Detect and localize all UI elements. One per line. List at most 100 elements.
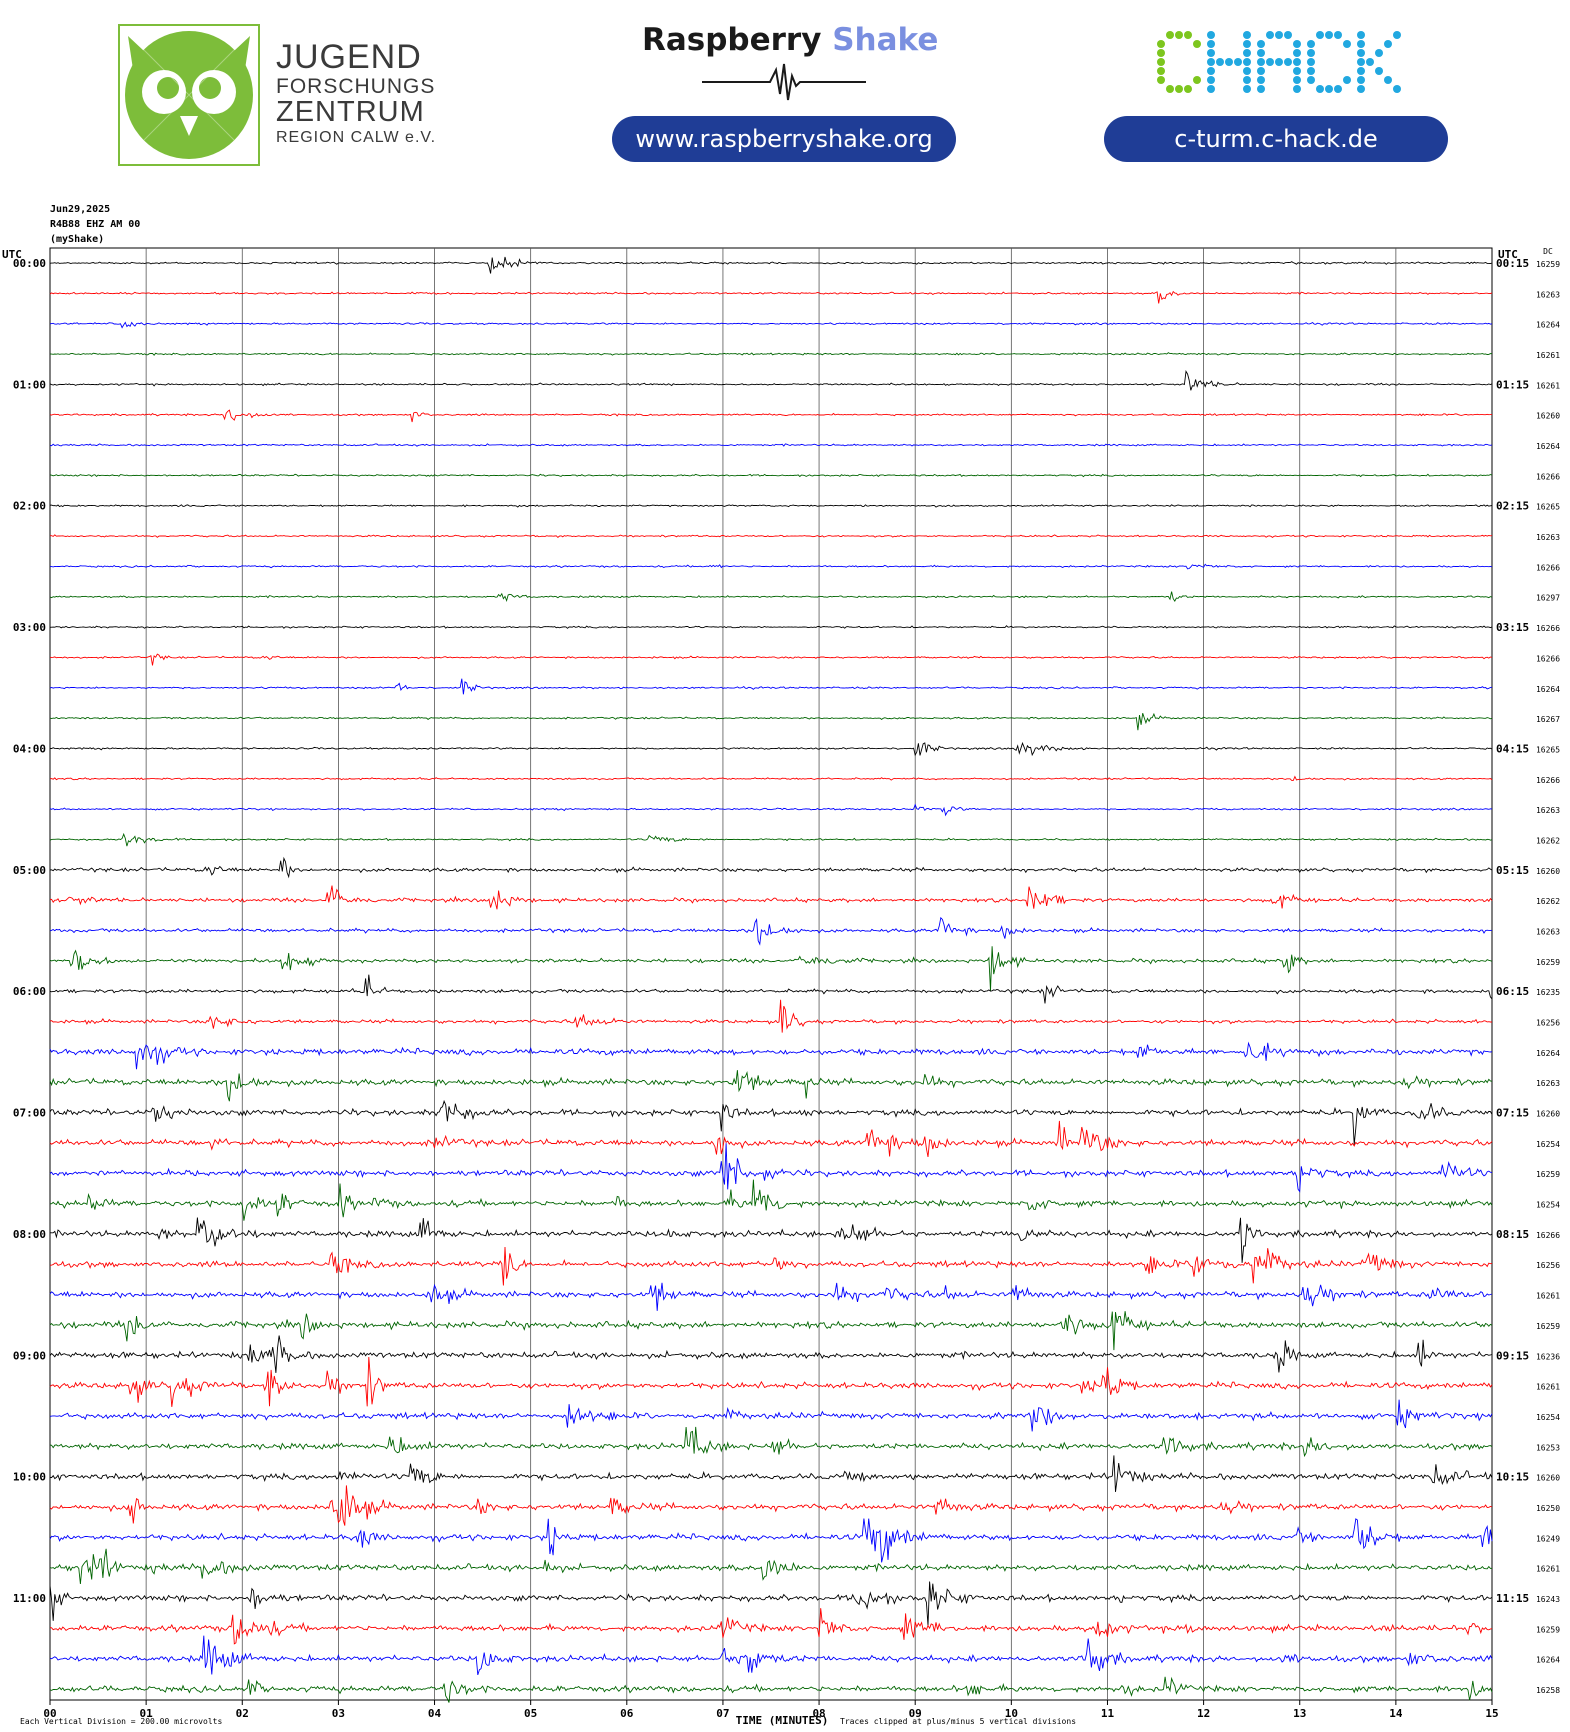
rs-brand-1: Raspberry (642, 22, 822, 58)
seismic-trace (49, 1608, 1493, 1645)
chack-logo-dot (1316, 85, 1324, 93)
dc-value: 16261 (1536, 1383, 1560, 1392)
dc-value: 16260 (1536, 867, 1560, 876)
chack-logo-dot (1207, 40, 1215, 48)
axis-labels: 16259 00:00 00:15 16263 16264 16261 16261 01:00… (2, 247, 1560, 1727)
x-tick-label: 04 (428, 1707, 442, 1720)
chack-logo-dot (1357, 31, 1365, 39)
x-tick-label: 11 (1101, 1707, 1115, 1720)
chack-logo-dot (1293, 40, 1301, 48)
owl-icon (119, 25, 259, 165)
seismic-trace (49, 1282, 1493, 1311)
dc-value: 16266 (1536, 563, 1560, 572)
org-line-3: ZENTRUM (276, 96, 425, 128)
chack-logo-dot (1157, 58, 1165, 66)
chack-logo-dot (1357, 58, 1365, 66)
x-tick-label: 03 (332, 1707, 345, 1720)
dc-value: 16249 (1536, 1534, 1560, 1543)
x-tick-label: 01 (140, 1707, 154, 1720)
chack-logo-dot (1293, 85, 1301, 93)
chack-logo-dot (1257, 40, 1265, 48)
hour-label-right: 06:15 (1496, 985, 1529, 998)
hour-label-right: 04:15 (1496, 742, 1529, 755)
chack-logo-dot (1384, 40, 1392, 48)
seismic-trace (49, 1179, 1493, 1221)
chack-logo-dot (1157, 76, 1165, 84)
chack-logo-dot (1307, 40, 1315, 48)
header-banner: JUGEND FORSCHUNGS ZENTRUM REGION CALW e.… (0, 0, 1570, 190)
chack-logo-dot (1257, 76, 1265, 84)
seismograph-wave-icon (702, 63, 866, 101)
raspberryshake-url-link[interactable]: www.raspberryshake.org (612, 116, 956, 162)
dc-value: 16259 (1536, 1170, 1560, 1179)
dc-value: 16267 (1536, 715, 1560, 724)
dc-value: 16262 (1536, 836, 1560, 845)
dc-value: 16261 (1536, 1292, 1560, 1301)
dc-value: 16266 (1536, 1231, 1560, 1240)
seismic-trace (49, 1246, 1493, 1286)
dc-value: 16236 (1536, 1352, 1560, 1361)
chack-url-link[interactable]: c-turm.c-hack.de (1104, 116, 1448, 162)
chack-logo-dot (1257, 49, 1265, 57)
org-line-4: REGION CALW e.V. (276, 129, 437, 146)
chack-logo-dot (1243, 31, 1251, 39)
dc-value: 16264 (1536, 321, 1560, 330)
dc-value: 16261 (1536, 1565, 1560, 1574)
dc-value: 16263 (1536, 927, 1560, 936)
seismic-trace (49, 803, 1493, 817)
x-tick-label: 15 (1485, 1707, 1498, 1720)
seismic-trace (49, 1676, 1493, 1703)
hour-label-right: 07:15 (1496, 1107, 1529, 1120)
seismic-trace (49, 1548, 1493, 1585)
seismic-trace (49, 473, 1493, 478)
chack-logo-dot (1293, 67, 1301, 75)
seismic-trace (49, 1311, 1493, 1351)
seismic-trace (49, 856, 1493, 879)
x-axis-label: TIME (MINUTES) (736, 1714, 829, 1727)
hour-label-right: 10:15 (1496, 1471, 1529, 1484)
hour-label-left: 02:00 (13, 500, 46, 513)
seismic-trace (49, 409, 1493, 423)
x-tick-label: 13 (1293, 1707, 1306, 1720)
chack-logo-dot (1325, 31, 1333, 39)
chack-logo-dot (1307, 49, 1315, 57)
seismic-trace (49, 1518, 1493, 1563)
seismic-trace (49, 885, 1493, 910)
dc-value: 16259 (1536, 958, 1560, 967)
owl-logo (118, 24, 260, 166)
chack-logo-dot (1193, 40, 1201, 48)
chack-logo-dot (1307, 58, 1315, 66)
chack-logo-dot (1293, 58, 1301, 66)
chack-logo-dot (1393, 31, 1401, 39)
dc-value: 16258 (1536, 1686, 1560, 1695)
seismic-trace (50, 1217, 1493, 1263)
chack-logo-dot (1166, 31, 1174, 39)
seismic-trace (49, 443, 1493, 447)
recording-date: Jun29,2025 (50, 204, 111, 215)
chack-logo-dot (1243, 58, 1251, 66)
chack-logo-dot (1243, 49, 1251, 57)
dc-value: 16265 (1536, 503, 1560, 512)
dc-value: 16250 (1536, 1504, 1560, 1513)
dc-value: 16235 (1536, 988, 1560, 997)
chack-logo-dot (1275, 58, 1283, 66)
chack-logo-dot (1343, 76, 1351, 84)
chack-logo-dot (1284, 31, 1292, 39)
utc-header-right: UTC (1498, 248, 1518, 261)
dc-value: 16266 (1536, 654, 1560, 663)
chack-logo-dot (1384, 76, 1392, 84)
dc-value: 16265 (1536, 745, 1560, 754)
org-name: JUGEND FORSCHUNGS ZENTRUM REGION CALW e.… (276, 40, 436, 146)
dc-value: 16259 (1536, 1322, 1560, 1331)
seismic-trace (49, 1399, 1493, 1432)
dc-value: 16264 (1536, 442, 1560, 451)
seismic-trace (49, 741, 1493, 757)
x-tick-label: 12 (1197, 1707, 1210, 1720)
dc-value: 16254 (1536, 1201, 1560, 1210)
chack-logo-dot (1334, 31, 1342, 39)
hour-label-left: 11:00 (13, 1592, 46, 1605)
dc-value: 16260 (1536, 1110, 1560, 1119)
chack-logo-dot (1184, 31, 1192, 39)
chack-logo-dot (1216, 58, 1224, 66)
x-tick-label: 09 (909, 1707, 922, 1720)
